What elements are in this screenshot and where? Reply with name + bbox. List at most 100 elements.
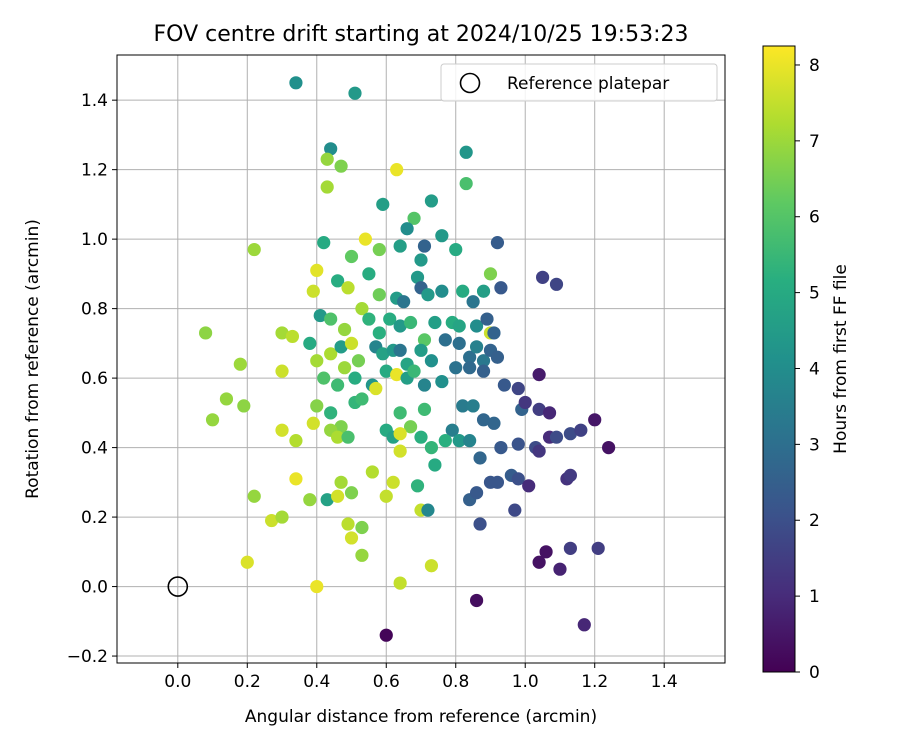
- y-tick-label: 0.8: [81, 300, 108, 320]
- data-point: [240, 555, 254, 569]
- y-tick-label: 0.2: [81, 508, 108, 528]
- data-point: [344, 531, 359, 545]
- data-point: [424, 559, 439, 573]
- data-point: [563, 541, 577, 555]
- data-point: [320, 493, 334, 507]
- data-point: [539, 545, 553, 559]
- data-point: [355, 392, 369, 406]
- data-point: [421, 503, 435, 517]
- data-point: [247, 242, 261, 257]
- data-point: [344, 486, 359, 500]
- data-point: [275, 423, 289, 437]
- data-point: [355, 520, 369, 535]
- data-point: [379, 364, 393, 378]
- data-point: [490, 236, 505, 250]
- colorbar-tick-label: 0: [809, 663, 820, 683]
- data-point: [376, 197, 390, 211]
- colorbar-tick-label: 5: [809, 284, 820, 304]
- data-point: [476, 284, 491, 298]
- data-point: [390, 368, 404, 382]
- data-point: [317, 371, 331, 385]
- data-point: [463, 361, 477, 375]
- data-point: [310, 263, 324, 278]
- data-point: [337, 361, 352, 375]
- data-point: [393, 239, 407, 253]
- data-point: [483, 267, 498, 281]
- data-point: [497, 378, 511, 392]
- data-point: [452, 434, 466, 448]
- data-point: [459, 145, 473, 159]
- data-point: [407, 211, 421, 225]
- data-point: [553, 562, 567, 576]
- y-tick-label: 0.4: [81, 439, 108, 459]
- x-tick-label: 0.0: [164, 672, 191, 692]
- data-point: [306, 284, 320, 298]
- data-point: [532, 402, 546, 416]
- data-point: [414, 253, 428, 267]
- data-point: [344, 249, 359, 264]
- data-point: [372, 288, 386, 302]
- data-point: [532, 555, 546, 569]
- data-point: [237, 399, 251, 413]
- colorbar-gradient: [762, 45, 796, 673]
- data-point: [452, 336, 466, 350]
- data-point: [393, 343, 407, 357]
- data-point: [445, 423, 459, 437]
- data-point: [306, 416, 320, 430]
- data-point: [275, 364, 289, 378]
- data-point: [469, 486, 484, 500]
- data-point: [476, 354, 491, 368]
- scatter-points: [198, 76, 616, 642]
- data-point: [410, 270, 425, 284]
- data-point: [421, 288, 435, 302]
- data-point: [511, 472, 525, 486]
- data-point: [369, 381, 383, 396]
- data-point: [424, 354, 439, 368]
- data-point: [466, 295, 480, 309]
- data-point: [390, 163, 404, 177]
- data-point: [417, 239, 432, 253]
- data-point: [310, 354, 324, 368]
- colorbar: 0 1 2 3 4 5 6 7 8 Hours from first FF file: [762, 45, 851, 683]
- x-tick-label: 0.8: [442, 672, 469, 692]
- y-axis-label: Rotation from reference (arcmin): [23, 219, 43, 499]
- data-point: [289, 76, 303, 90]
- data-point: [511, 437, 525, 451]
- data-point: [456, 399, 470, 413]
- y-tick-label: 0.0: [81, 578, 108, 598]
- data-point: [400, 222, 414, 236]
- chart-title: FOV centre drift starting at 2024/10/25 …: [154, 22, 689, 47]
- data-point: [289, 434, 303, 448]
- data-point: [456, 284, 470, 298]
- data-point: [511, 381, 525, 396]
- data-point: [466, 399, 480, 413]
- reference-platepar-marker: [167, 576, 189, 597]
- data-point: [417, 378, 432, 392]
- data-point: [365, 465, 379, 479]
- data-point: [449, 242, 463, 257]
- data-point: [574, 423, 588, 437]
- data-point: [435, 374, 449, 389]
- legend-entry-reference: Reference platepar: [507, 74, 669, 94]
- data-point: [463, 350, 477, 364]
- data-point: [303, 336, 317, 350]
- data-point: [414, 430, 428, 444]
- colorbar-tick-label: 1: [809, 587, 820, 607]
- data-point: [487, 326, 501, 340]
- data-point: [383, 312, 397, 326]
- data-point: [337, 322, 352, 337]
- data-point: [348, 371, 362, 385]
- data-point: [379, 489, 393, 503]
- x-tick-label: 1.2: [581, 672, 608, 692]
- data-point: [532, 444, 546, 458]
- data-point: [348, 86, 362, 100]
- data-point: [473, 517, 487, 531]
- data-point: [324, 406, 338, 420]
- colorbar-label: Hours from first FF file: [831, 264, 851, 454]
- data-point: [331, 489, 345, 503]
- data-point: [386, 475, 400, 489]
- data-point: [438, 434, 452, 448]
- data-point: [393, 576, 407, 590]
- data-point: [452, 319, 466, 333]
- data-point: [320, 180, 334, 194]
